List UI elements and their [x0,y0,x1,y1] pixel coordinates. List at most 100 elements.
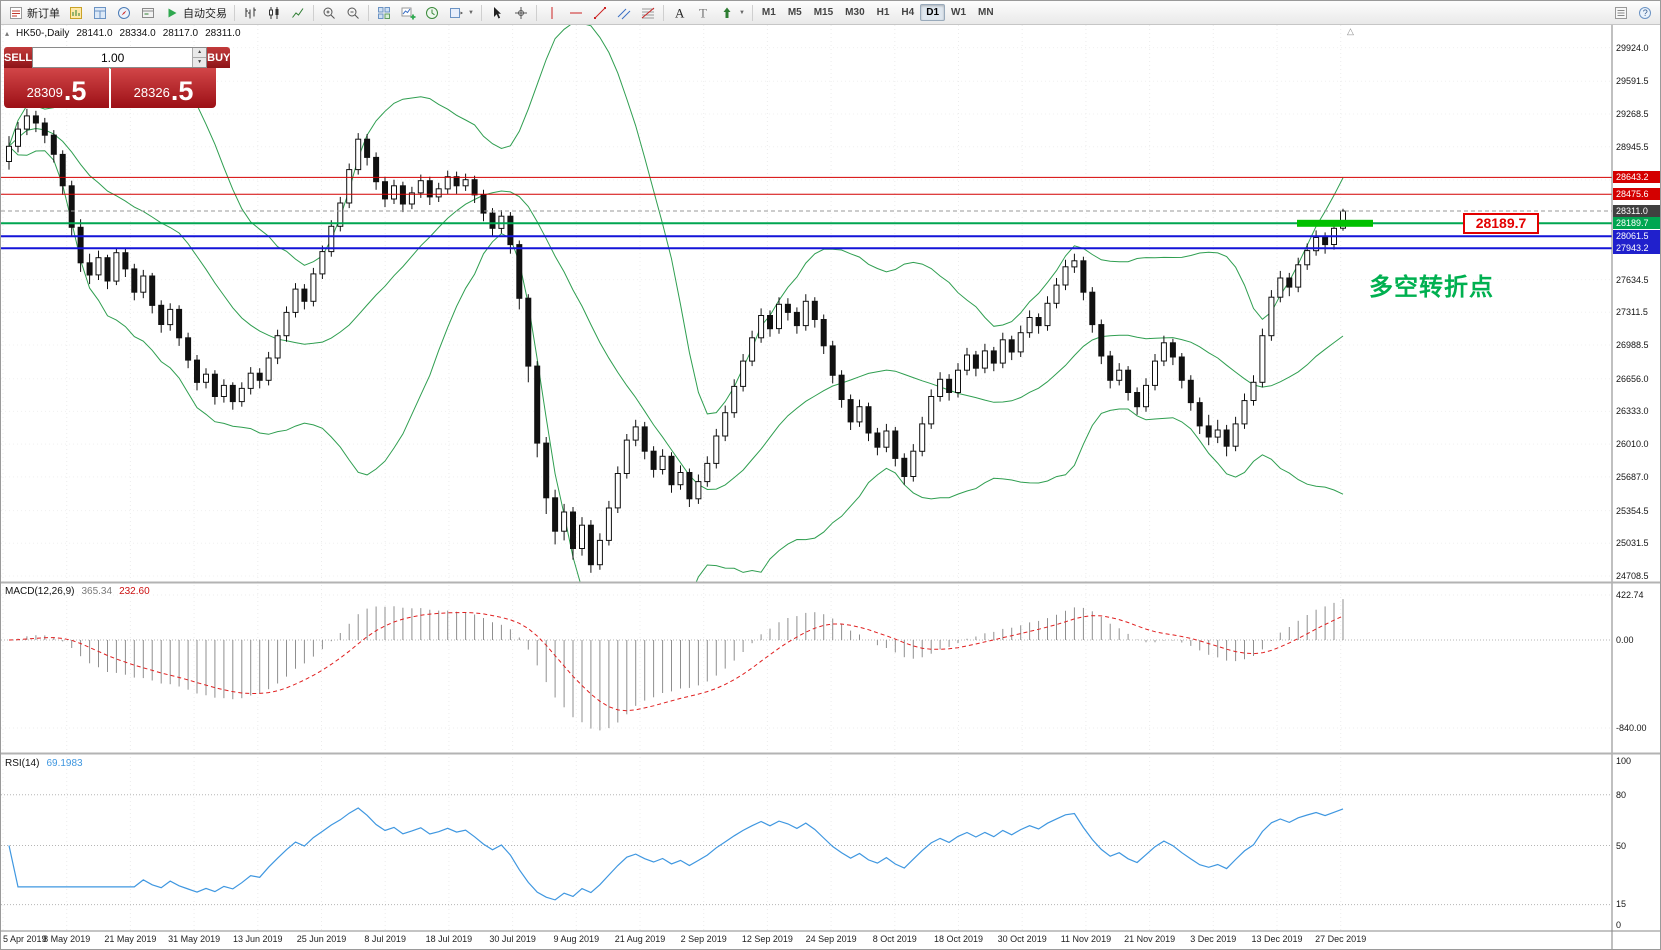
tf-h1-button[interactable]: H1 [871,4,896,21]
macd-signal-value: 232.60 [119,586,150,597]
tf-h4-button[interactable]: H4 [895,4,920,21]
cursor-tool-button[interactable] [485,3,509,23]
chart-shift-marker[interactable]: △ [1347,26,1354,36]
tf-m5-button[interactable]: M5 [782,4,808,21]
autotrading-play-icon [168,8,177,17]
rsi-value: 69.1983 [46,758,83,769]
chart-annotation-text: 多空转折点 [1369,274,1494,301]
new-order-label: 新订单 [27,7,60,20]
buy-button[interactable]: 28326.5 [111,68,216,108]
svg-text:?: ? [1643,8,1648,18]
svg-text:A: A [675,5,685,20]
buy-price-fraction: .5 [170,76,194,106]
toolbar-separator [234,4,235,21]
ohlc-open: 28141.0 [76,28,113,39]
toolbar-separator [751,4,753,21]
macd-indicator-label: MACD(12,26,9) 365.34 232.60 [5,586,150,597]
tile-windows-icon [378,6,390,19]
chart-type-candles-button[interactable] [262,3,286,23]
terminal-icon [142,7,154,18]
data-window-button[interactable] [88,3,112,23]
tf-w1-button[interactable]: W1 [945,4,972,21]
trendline-tool-button[interactable] [588,3,612,23]
price-level-label-box: 28189.7 [1463,213,1539,234]
buy-price-main: 28326 [133,85,170,100]
template-icon [450,7,463,18]
new-order-button[interactable]: 新订单 [4,3,64,23]
chart-type-line-button[interactable] [286,3,310,23]
dropdown-arrow-icon: ▼ [468,9,474,16]
vertical-line-tool-button[interactable] [540,3,564,23]
toolbar-separator [535,4,537,21]
toolbar-separator [480,4,482,21]
ohlc-close: 28311.0 [205,28,241,39]
zoom-in-button[interactable] [317,3,341,23]
horizontal-line-icon [569,12,582,13]
candlestick-chart-icon [269,6,279,19]
zoom-out-icon [347,7,359,19]
ohlc-high: 28334.0 [119,28,156,39]
tile-windows-button[interactable] [372,3,396,23]
volume-input[interactable] [33,48,193,67]
tf-m1-button[interactable]: M1 [756,4,782,21]
main-toolbar: 新订单 自动交易 ▼ A T ▼ M1 [1,1,1660,25]
volume-up-button[interactable]: ▲ [193,48,207,58]
navigator-icon [118,6,130,19]
volume-spinner: ▲ ▼ [192,48,207,67]
fibonacci-tool-button[interactable] [636,3,660,23]
new-order-icon [10,6,22,19]
ohlc-low: 28117.0 [162,28,199,39]
tf-mn-button[interactable]: MN [972,4,1000,21]
profiles-icon [426,6,438,19]
zoom-out-button[interactable] [341,3,365,23]
volume-down-button[interactable]: ▼ [193,58,207,67]
market-watch-icon [70,6,82,19]
text-tool-icon: A [675,5,685,20]
buy-label: BUY [207,47,231,68]
text-tool-button[interactable]: A [667,3,691,23]
terminal-button[interactable] [136,3,160,23]
crosshair-tool-button[interactable] [509,3,533,23]
autotrading-button[interactable]: 自动交易 [160,3,231,23]
help-icon: ? [1639,6,1651,19]
channel-tool-button[interactable] [612,3,636,23]
chart-type-bars-button[interactable] [238,3,262,23]
data-window-icon [94,6,106,19]
sell-button[interactable]: 28309.5 [4,68,109,108]
horizontal-line-tool-button[interactable] [564,3,588,23]
symbol-period-label: HK50-,Daily [16,28,70,39]
chart-list-button[interactable] [1609,3,1633,23]
one-click-collapse-icon[interactable]: ▴ [5,29,10,38]
text-label-tool-button[interactable]: T [691,3,715,23]
navigator-button[interactable] [112,3,136,23]
bar-chart-icon [245,7,256,18]
autotrading-label: 自动交易 [183,7,227,20]
rsi-indicator-label: RSI(14) 69.1983 [5,758,83,769]
arrow-tool-icon [723,7,731,18]
dropdown-arrow-icon: ▼ [738,9,745,16]
chart-list-icon [1615,6,1627,19]
line-chart-icon [292,7,304,18]
profiles-button[interactable] [420,3,444,23]
market-watch-button[interactable] [64,3,88,23]
channel-icon [617,8,631,19]
help-button[interactable]: ? [1633,3,1657,23]
cursor-icon [493,6,501,18]
one-click-trading-panel: SELL ▲ ▼ BUY 28309.5 28326.5 [4,47,231,108]
rsi-name: RSI(14) [5,758,40,769]
new-chart-icon [401,7,416,19]
vertical-line-icon [551,6,553,19]
toolbar-separator [313,4,314,21]
tf-d1-button[interactable]: D1 [920,4,946,21]
new-chart-button[interactable] [396,3,420,23]
macd-name: MACD(12,26,9) [5,586,75,597]
zoom-in-icon [323,7,335,19]
text-label-icon: T [699,5,707,20]
templates-button[interactable]: ▼ [444,3,478,23]
tf-m15-button[interactable]: M15 [808,4,839,21]
svg-text:T: T [699,5,707,20]
tf-m30-button[interactable]: M30 [839,4,870,21]
arrow-tools-button[interactable]: ▼ [715,3,749,23]
